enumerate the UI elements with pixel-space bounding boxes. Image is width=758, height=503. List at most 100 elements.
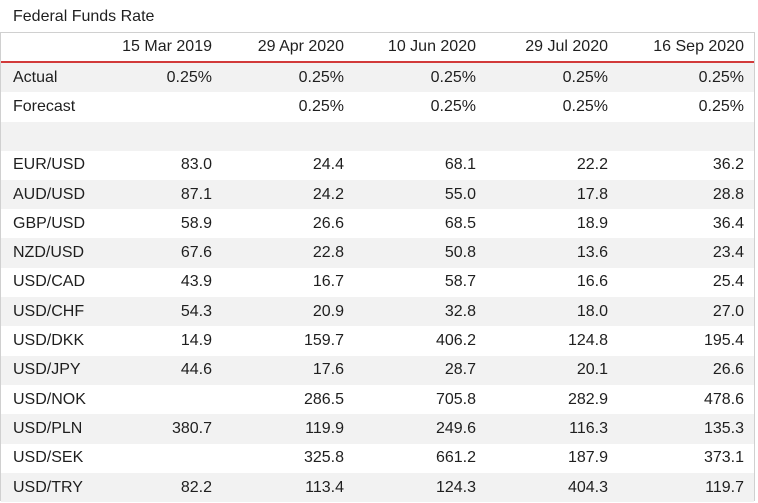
value-cell	[354, 121, 486, 151]
value-cell: 159.7	[303, 332, 344, 350]
row-label	[1, 121, 91, 151]
value-cell: 67.6	[91, 238, 222, 268]
value-cell: 135.3	[618, 414, 754, 444]
value-cell: 24.2	[222, 179, 354, 210]
table-row: USD/JPY 44.6 17.6 28.7 20.1 26.6	[1, 355, 754, 385]
value-cell: 82.2	[91, 472, 222, 503]
table-row: USD/SEK 325.8 661.2 187.9 373.1	[1, 444, 754, 473]
value-cell: 187.9	[567, 449, 608, 467]
value-cell: 406.2	[435, 332, 476, 350]
table-row: NZD/USD 67.6 22.8 50.8 13.6 23.4	[1, 238, 754, 268]
value-cell: 0.25%	[222, 62, 354, 93]
value-cell: 286.5	[303, 390, 344, 408]
column-header: 29 Apr 2020	[222, 33, 354, 63]
table-row: EUR/USD 83.0 24.4 68.1 22.2 36.2	[1, 151, 754, 180]
table-header: 15 Mar 2019 29 Apr 2020 10 Jun 2020 29 J…	[1, 33, 754, 63]
value-cell: 43.9	[180, 273, 212, 291]
value-cell: 58.9	[180, 214, 212, 232]
value-cell: 325.8	[303, 449, 344, 467]
value-cell: 0.25%	[486, 62, 618, 93]
value-cell: 13.6	[486, 238, 618, 268]
header-row: 15 Mar 2019 29 Apr 2020 10 Jun 2020 29 J…	[1, 33, 754, 63]
value-cell: 22.8	[222, 238, 354, 268]
row-label: USD/CHF	[1, 297, 91, 327]
value-cell: 0.25%	[91, 62, 222, 93]
value-cell: 661.2	[435, 449, 476, 467]
table-row: Actual 0.25% 0.25% 0.25% 0.25% 0.25%	[1, 62, 754, 93]
row-label: NZD/USD	[1, 238, 91, 268]
value-cell: 24.4	[312, 156, 344, 174]
value-cell: 0.25%	[618, 62, 754, 93]
row-label: USD/NOK	[13, 390, 86, 408]
value-cell: 282.9	[567, 390, 608, 408]
value-cell: 0.25%	[354, 62, 486, 93]
value-cell: 20.9	[222, 297, 354, 327]
value-cell: 18.9	[576, 214, 608, 232]
value-cell: 26.6	[312, 214, 344, 232]
value-cell: 124.8	[567, 332, 608, 350]
value-cell: 373.1	[703, 449, 744, 467]
value-cell: 26.6	[618, 355, 754, 385]
value-cell: 478.6	[703, 390, 744, 408]
row-label: USD/PLN	[1, 414, 91, 444]
column-header: 15 Mar 2019	[91, 33, 222, 63]
table-row: AUD/USD 87.1 24.2 55.0 17.8 28.8	[1, 179, 754, 210]
value-cell: 18.0	[486, 297, 618, 327]
value-cell: 23.4	[618, 238, 754, 268]
value-cell: 705.8	[435, 390, 476, 408]
value-cell: 83.0	[180, 156, 212, 174]
value-cell: 32.8	[354, 297, 486, 327]
table-row: USD/NOK 286.5 705.8 282.9 478.6	[1, 385, 754, 414]
value-cell	[91, 385, 222, 414]
value-cell	[91, 444, 222, 473]
row-label: GBP/USD	[13, 214, 86, 232]
value-cell: 50.8	[354, 238, 486, 268]
value-cell: 195.4	[703, 332, 744, 350]
value-cell: 0.25%	[562, 97, 608, 115]
row-label: USD/TRY	[1, 472, 91, 503]
value-cell: 58.7	[444, 273, 476, 291]
value-cell: 380.7	[91, 414, 222, 444]
value-cell: 116.3	[486, 414, 618, 444]
value-cell: 119.9	[222, 414, 354, 444]
column-header: 16 Sep 2020	[618, 33, 754, 63]
value-cell: 14.9	[180, 332, 212, 350]
table-title: Federal Funds Rate	[13, 8, 155, 25]
row-label: EUR/USD	[13, 156, 86, 174]
value-cell: 404.3	[486, 472, 618, 503]
row-label: USD/SEK	[13, 449, 84, 467]
value-cell	[486, 121, 618, 151]
value-cell: 68.5	[444, 214, 476, 232]
value-cell: 16.7	[312, 273, 344, 291]
value-cell: 55.0	[354, 179, 486, 210]
value-cell: 28.7	[354, 355, 486, 385]
row-label: Forecast	[13, 97, 76, 115]
value-cell	[618, 121, 754, 151]
header-corner-cell	[1, 33, 91, 63]
value-cell: 22.2	[576, 156, 608, 174]
table-row: USD/PLN 380.7 119.9 249.6 116.3 135.3	[1, 414, 754, 444]
value-cell: 0.25%	[298, 97, 344, 115]
table-row: USD/CAD 43.9 16.7 58.7 16.6 25.4	[1, 268, 754, 297]
value-cell: 16.6	[576, 273, 608, 291]
value-cell: 17.8	[486, 179, 618, 210]
value-cell: 36.4	[712, 214, 744, 232]
value-cell: 119.7	[618, 472, 754, 503]
table-row: USD/CHF 54.3 20.9 32.8 18.0 27.0	[1, 297, 754, 327]
row-label: USD/JPY	[1, 355, 91, 385]
table-body: Actual 0.25% 0.25% 0.25% 0.25% 0.25% Forecast 0…	[1, 62, 754, 503]
table-row: Forecast 0.25% 0.25% 0.25% 0.25%	[1, 92, 754, 121]
value-cell: 68.1	[444, 156, 476, 174]
table-row: USD/TRY 82.2 113.4 124.3 404.3 119.7	[1, 472, 754, 503]
value-cell: 20.1	[486, 355, 618, 385]
row-label: Actual	[1, 62, 91, 93]
row-label: USD/CAD	[13, 273, 86, 291]
value-cell: 25.4	[712, 273, 744, 291]
row-label: AUD/USD	[1, 179, 91, 210]
value-cell: 27.0	[618, 297, 754, 327]
rates-table: 15 Mar 2019 29 Apr 2020 10 Jun 2020 29 J…	[1, 33, 754, 503]
value-cell: 0.25%	[430, 97, 476, 115]
column-header: 29 Jul 2020	[486, 33, 618, 63]
value-cell: 249.6	[354, 414, 486, 444]
